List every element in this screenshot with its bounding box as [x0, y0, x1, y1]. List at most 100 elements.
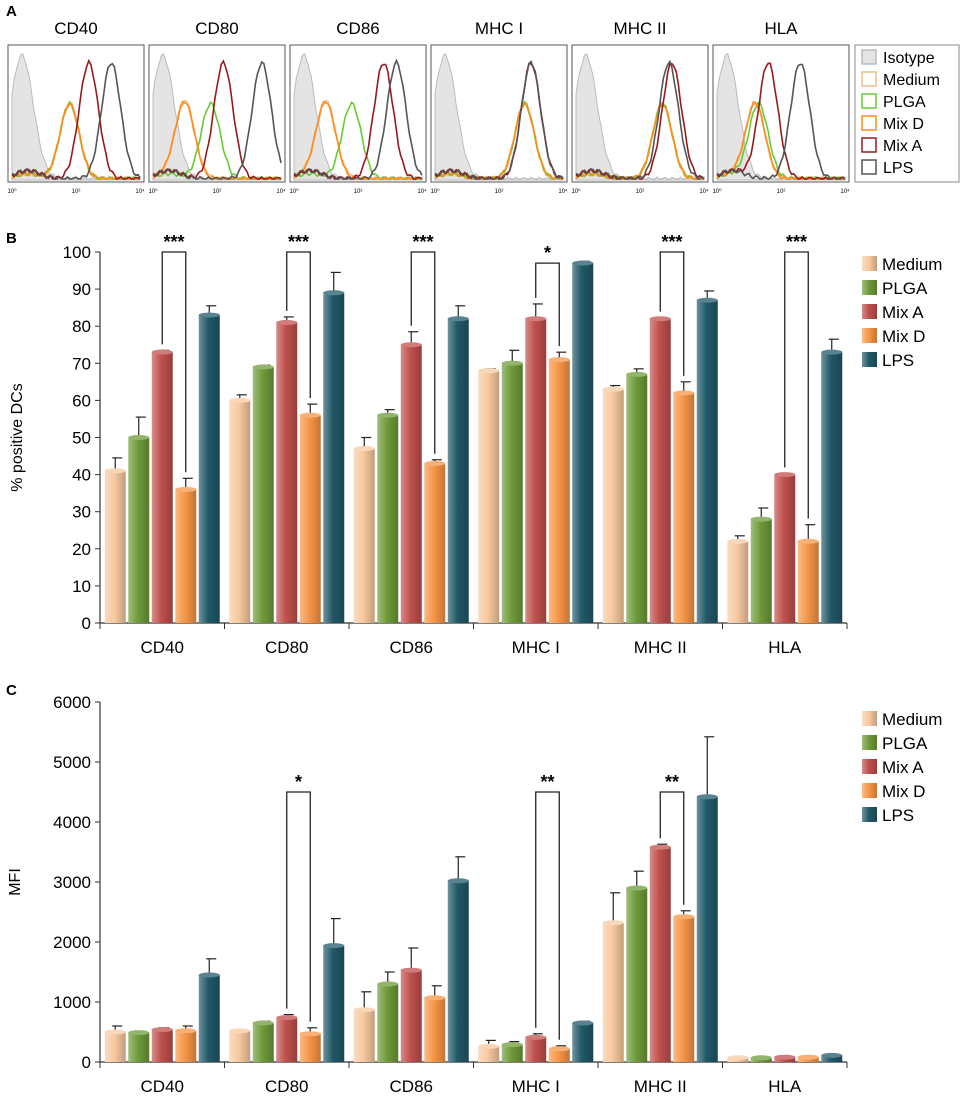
histogram-x-tick: 10²	[495, 189, 504, 195]
histogram-mhc-ii: MHC II 10⁰ 10² 10⁴	[571, 19, 709, 195]
histogram-hla: HLA 10⁰ 10² 10⁴	[712, 19, 850, 195]
bar-top-mix-a	[151, 1027, 173, 1033]
legend-label-mix-d: Mix D	[882, 327, 925, 346]
histogram-curve-lps	[434, 60, 564, 180]
histogram-curve-lps	[293, 58, 423, 181]
bar-top-lps	[198, 972, 220, 978]
bar-medium-mhc-i	[478, 1046, 500, 1062]
bar-top-lps	[447, 316, 469, 322]
bar-top-lps	[323, 290, 345, 296]
y-tick-label: 0	[82, 614, 91, 633]
bar-top-mix-a	[525, 1034, 547, 1040]
histogram-cd86: CD86 10⁰ 10² 10⁴	[289, 19, 427, 195]
significance-bracket-mhc-ii	[659, 791, 685, 905]
bar-medium-cd40	[104, 470, 126, 623]
histogram-x-tick: 10⁴	[840, 188, 850, 195]
legend-swatch-mix-d	[861, 115, 877, 131]
significance-bracket-mhc-i	[535, 262, 560, 347]
bar-medium-mhc-i	[478, 370, 500, 623]
bar-mix-d-cd40	[175, 1030, 197, 1062]
histogram-x-tick: 10⁰	[712, 188, 722, 195]
bar-lps-mhc-i	[572, 1023, 594, 1062]
legend-swatch-plga	[862, 735, 877, 750]
legend-swatch-lps	[862, 352, 877, 367]
histogram-x-tick: 10⁰	[430, 188, 440, 195]
y-tick-label: 70	[72, 354, 91, 373]
bar-plga-cd86	[377, 415, 399, 623]
histogram-x-tick: 10⁴	[417, 188, 427, 195]
y-tick-label: 100	[63, 243, 91, 262]
bar-plga-mhc-ii	[626, 888, 648, 1062]
bar-top-plga	[252, 1020, 274, 1026]
bar-plga-hla	[750, 519, 772, 623]
bar-top-medium	[229, 1028, 251, 1034]
category-label-cd80: CD80	[265, 638, 308, 657]
histogram-cd40: CD40 10⁰ 10² 10⁴	[7, 19, 145, 195]
bar-mix-a-mhc-i	[525, 1037, 547, 1062]
y-tick-label: 80	[72, 317, 91, 336]
histogram-x-tick: 10²	[213, 189, 222, 195]
category-label-hla: HLA	[768, 638, 802, 657]
bar-top-medium	[727, 538, 749, 544]
bar-mix-a-cd80	[276, 1017, 298, 1062]
legend-label-mix-d: Mix D	[882, 782, 925, 801]
bar-top-medium	[478, 1043, 500, 1049]
bar-lps-hla	[821, 1055, 843, 1062]
legend-swatch-medium	[862, 711, 877, 726]
histogram-curve-lps	[575, 59, 705, 180]
bar-top-mix-d	[797, 538, 819, 544]
bar-mix-a-mhc-ii	[649, 318, 671, 623]
bar-medium-cd40	[104, 1032, 126, 1062]
significance-bracket-cd80	[286, 791, 311, 1022]
histogram-x-tick: 10⁰	[289, 188, 299, 195]
bar-top-medium	[104, 1029, 126, 1035]
bar-mix-d-cd86	[424, 997, 446, 1062]
bar-top-plga	[750, 1055, 772, 1061]
histogram-title: HLA	[764, 19, 798, 38]
y-tick-label: 2000	[53, 933, 91, 952]
legend-label-mix-a: Mix A	[883, 138, 922, 155]
histogram-x-tick: 10⁴	[699, 188, 709, 195]
bar-plga-mhc-i	[501, 363, 523, 623]
bar-top-medium	[353, 1007, 375, 1013]
bar-top-plga	[377, 412, 399, 418]
legend-label-lps: LPS	[882, 806, 914, 825]
category-label-cd86: CD86	[390, 638, 433, 657]
bar-mix-a-cd86	[400, 970, 422, 1062]
significance-label-cd80: ***	[288, 232, 309, 252]
significance-label-mhc-i: *	[544, 243, 551, 263]
y-tick-label: 1000	[53, 993, 91, 1012]
significance-bracket-cd86	[410, 251, 436, 454]
bar-medium-cd86	[353, 1009, 375, 1062]
bar-mix-d-mhc-i	[548, 359, 570, 623]
legend-label-mix-d: Mix D	[883, 116, 924, 133]
bar-lps-mhc-ii	[696, 300, 718, 623]
bar-medium-mhc-ii	[602, 922, 624, 1062]
bar-plga-cd40	[128, 1032, 150, 1062]
histogram-title: CD86	[336, 19, 379, 38]
histogram-curve-mix-a	[11, 58, 141, 180]
significance-label-cd40: ***	[163, 232, 184, 252]
histogram-curve-mix-a	[152, 59, 282, 180]
significance-bracket-cd80	[286, 251, 311, 399]
bar-top-mix-d	[299, 1031, 321, 1037]
bar-top-medium	[104, 468, 126, 474]
bar-medium-mhc-ii	[602, 389, 624, 623]
y-tick-label: 20	[72, 540, 91, 559]
bar-top-mix-d	[299, 412, 321, 418]
bar-top-mix-a	[774, 472, 796, 478]
y-tick-label: 30	[72, 503, 91, 522]
histogram-curve-lps	[11, 62, 141, 180]
significance-bracket-mhc-ii	[659, 251, 685, 376]
bar-top-lps	[447, 878, 469, 884]
legend-label-plga: PLGA	[883, 94, 926, 111]
bar-lps-cd80	[323, 292, 345, 623]
bar-mix-d-cd40	[175, 489, 197, 623]
y-tick-label: 6000	[53, 693, 91, 712]
histogram-x-tick: 10⁰	[7, 188, 17, 195]
category-label-cd40: CD40	[141, 1077, 184, 1096]
bar-top-lps	[821, 1052, 843, 1058]
bar-mix-a-cd40	[151, 1029, 173, 1062]
bar-medium-cd80	[229, 400, 251, 623]
